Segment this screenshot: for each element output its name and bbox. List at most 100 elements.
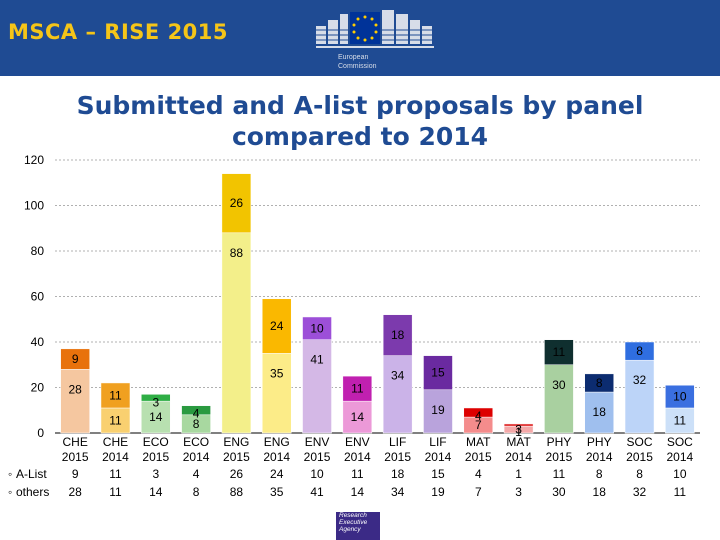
bar-others xyxy=(302,339,332,434)
data-label-alist: 4 xyxy=(475,409,482,423)
category-label-year: 2014 xyxy=(586,450,613,464)
european-commission-logo: European Commission xyxy=(310,4,460,74)
data-label-alist: 10 xyxy=(310,321,324,335)
y-tick-label: 60 xyxy=(31,290,45,304)
bar-alist xyxy=(181,405,211,416)
data-label-alist: 11 xyxy=(351,382,364,396)
header-bar: MSCA – RISE 2015 European Commission xyxy=(0,0,720,76)
category-label-year: 2015 xyxy=(546,450,573,464)
table-cell: 14 xyxy=(351,485,365,499)
category-label-year: 2015 xyxy=(626,450,653,464)
bar-alist xyxy=(423,355,453,391)
table-row-label: others xyxy=(16,485,49,499)
data-label-alist: 8 xyxy=(596,376,603,390)
category-label-year: 2014 xyxy=(666,450,693,464)
data-label-alist: 18 xyxy=(391,328,405,342)
data-label-alist: 26 xyxy=(230,196,244,210)
data-label-alist: 3 xyxy=(152,395,159,409)
table-cell: 8 xyxy=(596,467,603,481)
bar-others xyxy=(141,400,171,434)
category-label-year: 2015 xyxy=(223,450,250,464)
category-label-year: 2014 xyxy=(263,450,290,464)
bar-others xyxy=(544,364,574,434)
rea-logo-line3: Agency xyxy=(339,526,361,533)
category-label-panel: LIF xyxy=(429,435,446,449)
bar-others xyxy=(665,407,695,434)
table-cell: 26 xyxy=(230,467,244,481)
category-label-year: 2015 xyxy=(384,450,411,464)
slide-title: Submitted and A-list proposals by panel … xyxy=(40,90,680,152)
bar-alist xyxy=(382,314,413,356)
table-cell: 32 xyxy=(633,485,647,499)
bar-others xyxy=(624,359,655,434)
slide-title-line2: compared to 2014 xyxy=(231,122,489,151)
table-cell: 11 xyxy=(553,467,566,481)
rea-logo-line1: Research xyxy=(339,512,367,519)
table-cell: 19 xyxy=(431,485,445,499)
bar-others xyxy=(261,353,292,434)
data-label-others: 35 xyxy=(270,366,284,380)
table-cell: 4 xyxy=(475,467,482,481)
category-label-year: 2015 xyxy=(465,450,492,464)
stacked-bar-chart: 020406080100120289CHE20151111CHE2014143E… xyxy=(8,153,700,499)
table-row-marker: ◦ xyxy=(8,467,12,481)
rea-logo-line2: Executive xyxy=(339,519,368,526)
category-label-year: 2014 xyxy=(505,450,532,464)
bar-others xyxy=(342,400,373,434)
bar-others xyxy=(584,391,614,434)
category-label-panel: SOC xyxy=(627,435,653,449)
table-cell: 8 xyxy=(636,467,643,481)
research-executive-agency-logo: Research Executive Agency xyxy=(336,512,380,540)
y-tick-label: 0 xyxy=(37,426,44,440)
data-label-alist: 10 xyxy=(673,390,687,404)
category-label-panel: ECO xyxy=(183,435,209,449)
table-row-marker: ◦ xyxy=(8,485,12,499)
data-label-others: 8 xyxy=(193,417,200,431)
category-label-panel: CHE xyxy=(103,435,128,449)
table-cell: 34 xyxy=(391,485,405,499)
data-label-others: 28 xyxy=(68,382,82,396)
bar-alist xyxy=(100,382,131,409)
bar-others xyxy=(60,369,90,434)
category-label-panel: PHY xyxy=(587,435,612,449)
bar-others xyxy=(100,407,131,434)
bar-alist xyxy=(624,341,655,361)
table-cell: 3 xyxy=(152,467,159,481)
table-cell: 11 xyxy=(351,467,364,481)
table-cell: 10 xyxy=(310,467,324,481)
y-tick-label: 80 xyxy=(31,244,45,258)
bar-alist xyxy=(503,423,534,427)
data-label-others: 18 xyxy=(593,405,607,419)
category-label-panel: ENV xyxy=(305,435,330,449)
category-label-year: 2015 xyxy=(304,450,331,464)
table-cell: 18 xyxy=(391,467,405,481)
data-label-others: 7 xyxy=(475,418,482,432)
table-cell: 9 xyxy=(72,467,79,481)
bar-alist xyxy=(342,375,373,402)
category-label-panel: PHY xyxy=(547,435,572,449)
data-label-others: 41 xyxy=(310,353,324,367)
data-label-alist: 4 xyxy=(193,407,200,421)
y-tick-label: 20 xyxy=(31,381,45,395)
category-label-year: 2014 xyxy=(344,450,371,464)
data-label-alist: 1 xyxy=(515,425,522,439)
table-cell: 30 xyxy=(552,485,566,499)
data-label-others: 11 xyxy=(109,413,122,427)
category-label-panel: MAT xyxy=(506,435,531,449)
data-label-others: 32 xyxy=(633,373,647,387)
table-row-label: A-List xyxy=(16,467,47,481)
category-label-year: 2014 xyxy=(425,450,452,464)
data-label-alist: 11 xyxy=(109,388,122,402)
bar-alist xyxy=(544,339,574,366)
data-label-alist: 9 xyxy=(72,352,79,366)
category-label-panel: SOC xyxy=(667,435,693,449)
table-cell: 10 xyxy=(673,467,687,481)
bar-alist xyxy=(302,316,332,340)
table-cell: 11 xyxy=(674,485,687,499)
category-label-panel: ENG xyxy=(223,435,249,449)
category-label-year: 2015 xyxy=(62,450,89,464)
bar-others xyxy=(382,355,413,434)
table-cell: 15 xyxy=(431,467,445,481)
category-label-panel: ECO xyxy=(143,435,169,449)
category-label-panel: ENG xyxy=(264,435,290,449)
